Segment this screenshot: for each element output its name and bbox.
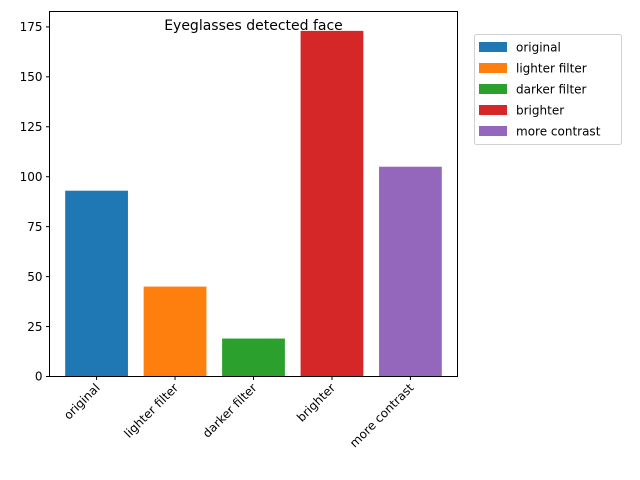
legend-label: brighter <box>516 104 564 118</box>
legend: original lighter filter darker filter brigh… <box>474 34 622 145</box>
legend-swatch <box>479 126 507 136</box>
bar-darker-filter <box>222 338 285 377</box>
y-tick-label: 50 <box>27 270 42 284</box>
bar-more-contrast <box>379 166 442 377</box>
y-tick-label: 75 <box>27 220 42 234</box>
legend-label: original <box>516 41 561 55</box>
legend-swatch <box>479 84 507 94</box>
chart-title: Eyeglasses detected face <box>164 18 343 34</box>
y-tick-label: 100 <box>20 170 43 184</box>
y-axis: 0 25 50 75 100 125 150 175 <box>20 20 50 384</box>
bars-group <box>65 30 442 377</box>
x-tick-label: more contrast <box>347 381 417 451</box>
legend-frame <box>474 34 622 145</box>
legend-swatch <box>479 63 507 73</box>
legend-swatch <box>479 42 507 52</box>
x-tick-label: brighter <box>294 381 338 425</box>
y-tick-label: 125 <box>20 120 43 134</box>
x-tick-label: original <box>61 381 103 423</box>
y-tick-label: 150 <box>20 70 43 84</box>
legend-label: more contrast <box>516 125 601 139</box>
x-tick-label: lighter filter <box>121 381 181 441</box>
y-tick-label: 25 <box>27 320 42 334</box>
legend-label: lighter filter <box>516 62 587 76</box>
legend-label: darker filter <box>516 83 587 97</box>
plot-frame <box>49 11 458 377</box>
bar-brighter <box>300 30 364 377</box>
x-tick-label: darker filter <box>200 381 260 441</box>
x-axis: original lighter filter darker filter brigh… <box>61 376 417 451</box>
y-tick-label: 0 <box>35 370 43 384</box>
bar-original <box>65 190 128 377</box>
legend-swatch <box>479 105 507 115</box>
y-tick-label: 175 <box>20 20 43 34</box>
bar-lighter-filter <box>143 286 207 377</box>
